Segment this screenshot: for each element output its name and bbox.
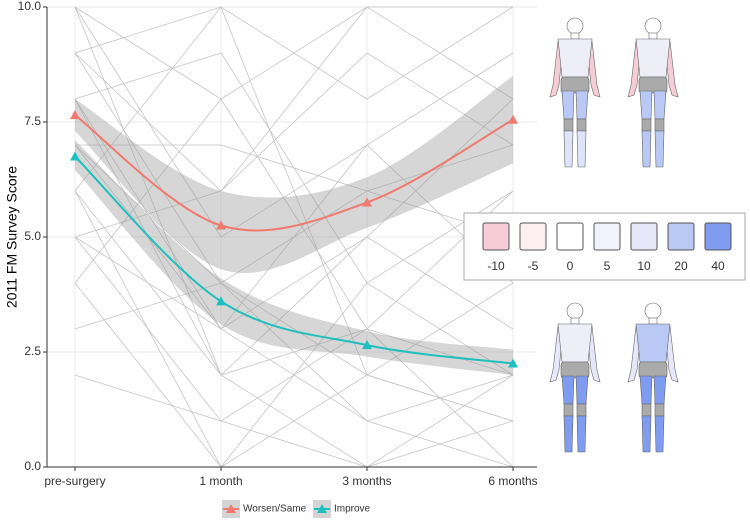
trajectory [74,6,514,100]
body-part [635,38,671,78]
scale-label: -5 [528,259,539,273]
legend-marker [317,504,327,513]
trajectory [74,374,514,468]
body-part [641,415,652,453]
x-tick-label: 6 months [488,474,537,488]
trajectory [74,6,514,192]
scale-label: 0 [567,259,574,273]
body-part [566,17,584,35]
body-part [635,323,671,363]
body-part [641,118,652,132]
body-part [638,76,668,94]
scale-swatch [519,222,547,251]
body-part [641,403,652,417]
body-part [561,90,575,120]
x-tick-label: pre-surgery [44,474,105,488]
confidence-band [75,76,513,273]
body-part [563,415,574,453]
y-tick-label: 5.0 [24,229,41,243]
body-part [639,375,653,405]
body-part [557,38,593,78]
x-tick-label: 1 month [199,474,242,488]
scale-label: 10 [637,259,651,273]
point [362,340,372,350]
body-part [654,118,665,132]
body-part [644,17,662,35]
legend-marker [226,504,236,513]
point [508,114,518,124]
body-part [575,375,589,405]
y-tick-label: 7.5 [24,114,41,128]
body-part [563,403,574,417]
body-part [560,361,590,379]
y-tick-label: 2.5 [24,344,41,358]
scale-label: 5 [604,259,611,273]
point [70,110,80,120]
series-line [74,114,514,232]
body-part [566,302,584,320]
scale-label: 40 [711,259,725,273]
body-part [557,323,593,363]
legend-label: Worsen/Same [243,504,307,515]
body-figure [627,302,679,453]
body-part [563,130,574,168]
body-part [648,32,658,40]
body-figure [627,17,679,168]
scale-swatch [556,222,584,251]
body-figure [549,17,601,168]
body-part [638,361,668,379]
body-part [570,32,580,40]
body-part [570,317,580,325]
point [508,358,518,368]
trajectory [74,190,514,468]
y-axis-label: 2011 FM Survey Score [4,166,20,308]
trajectory [74,144,514,330]
legend-label: Improve [334,504,371,515]
body-part [560,76,590,94]
body-part [654,403,665,417]
confidence-band [75,140,513,375]
body-part [644,302,662,320]
body-part [641,130,652,168]
body-part [563,118,574,132]
trajectory [74,98,514,330]
scale-label: 20 [674,259,688,273]
x-tick-label: 3 months [342,474,391,488]
body-part [654,415,665,453]
series-line [74,155,514,365]
point [216,296,226,306]
body-part [576,118,587,132]
body-part [648,317,658,325]
scale-label: -10 [487,259,505,273]
scale-swatch [667,222,695,251]
scale-swatch [630,222,658,251]
body-part [654,130,665,168]
body-figure [549,302,601,453]
body-part [575,90,589,120]
body-part [576,415,587,453]
y-tick-label: 10.0 [18,0,42,13]
scale-swatch [593,222,621,251]
y-tick-label: 0.0 [24,459,41,473]
body-part [576,130,587,168]
point [70,151,80,161]
point [362,197,372,207]
body-part [576,403,587,417]
body-part [639,90,653,120]
point [216,220,226,230]
body-part [561,375,575,405]
body-part [653,90,667,120]
scale-swatch [704,222,732,251]
scale-swatch [482,222,510,251]
body-part [653,375,667,405]
